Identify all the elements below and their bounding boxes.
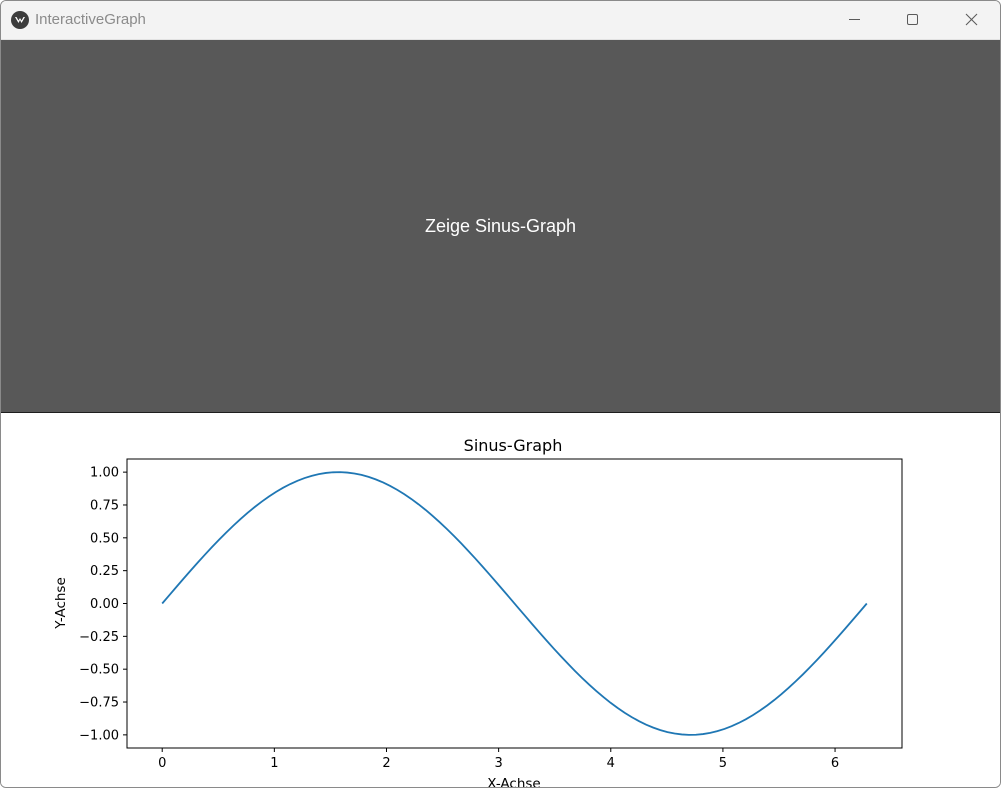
app-icon [11,11,29,29]
y-tick-label: 0.00 [90,597,119,612]
show-sine-graph-label: Zeige Sinus-Graph [424,216,577,236]
title-bar[interactable]: InteractiveGraph [1,1,1000,40]
y-tick-label: −0.75 [79,696,119,711]
chart-area: Sinus-Graph 0 1 2 3 4 5 6 1.00 0.75 0.50 0.25 0.00 −… [1,413,1000,787]
sine-series-line [161,471,868,736]
maximize-icon [907,14,918,25]
x-tick-label: 5 [719,756,727,771]
maximize-button[interactable] [883,1,941,39]
y-tick-label: −0.25 [79,630,119,645]
minimize-button[interactable] [825,1,883,39]
y-tick-label: −0.50 [79,663,119,678]
x-tick-label: 3 [494,756,502,771]
show-sine-graph-button[interactable]: Zeige Sinus-Graph [1,40,1000,413]
y-tick-label: 0.25 [90,564,119,579]
x-tick-label: 4 [607,756,615,771]
chart-title: Sinus-Graph [464,436,563,455]
y-tick-label: 0.75 [90,498,119,513]
y-tick-label: 1.00 [90,466,119,481]
x-tick-label: 1 [270,756,278,771]
x-tick-label: 0 [158,756,166,771]
window-title: InteractiveGraph [35,11,146,28]
x-axis-label: X-Achse [487,776,540,787]
close-icon [965,13,978,26]
sine-chart: Sinus-Graph 0 1 2 3 4 5 6 1.00 0.75 0.50 0.25 0.00 −… [53,436,903,787]
x-tick-label: 6 [831,756,839,771]
y-axis-label: Y-Achse [53,577,69,630]
minimize-icon [849,19,860,20]
y-tick-label: −1.00 [79,728,119,743]
y-tick-label: 0.50 [90,531,119,546]
x-tick-label: 2 [382,756,390,771]
close-button[interactable] [942,1,1000,39]
